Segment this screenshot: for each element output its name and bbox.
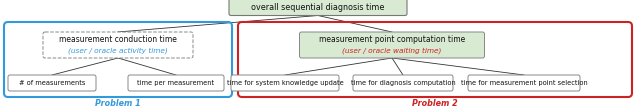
Text: (user / oracle activity time): (user / oracle activity time) — [68, 48, 168, 54]
Text: (user / oracle waiting time): (user / oracle waiting time) — [342, 48, 442, 54]
FancyBboxPatch shape — [229, 0, 407, 15]
Text: Problem 2: Problem 2 — [412, 99, 458, 107]
FancyBboxPatch shape — [353, 75, 453, 91]
FancyBboxPatch shape — [231, 75, 339, 91]
Text: overall sequential diagnosis time: overall sequential diagnosis time — [252, 3, 385, 12]
Text: time per measurement: time per measurement — [138, 80, 214, 86]
Text: measurement point computation time: measurement point computation time — [319, 36, 465, 44]
FancyBboxPatch shape — [43, 32, 193, 58]
FancyBboxPatch shape — [468, 75, 580, 91]
FancyBboxPatch shape — [128, 75, 224, 91]
FancyBboxPatch shape — [8, 75, 96, 91]
Text: time for system knowledge update: time for system knowledge update — [227, 80, 344, 86]
Text: # of measurements: # of measurements — [19, 80, 85, 86]
FancyBboxPatch shape — [300, 32, 484, 58]
Text: time for measurement point selection: time for measurement point selection — [461, 80, 588, 86]
Text: time for diagnosis computation: time for diagnosis computation — [351, 80, 456, 86]
Text: Problem 1: Problem 1 — [95, 99, 141, 107]
Text: measurement conduction time: measurement conduction time — [59, 36, 177, 44]
